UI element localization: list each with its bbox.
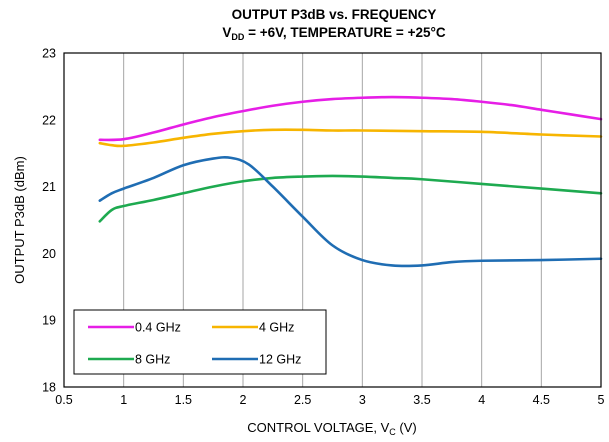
- y-tick-label: 21: [42, 180, 56, 194]
- x-tick-label: 1.5: [175, 393, 192, 407]
- legend-label-12-ghz: 12 GHz: [259, 353, 301, 367]
- y-tick-label: 23: [42, 47, 56, 61]
- chart-title: OUTPUT P3dB vs. FREQUENCY: [232, 7, 437, 22]
- y-tick-labels: 18 19 20 21 22 23: [42, 47, 56, 395]
- y-tick-label: 22: [42, 113, 56, 127]
- x-tick-label: 0.5: [55, 393, 72, 407]
- x-tick-label: 3: [359, 393, 366, 407]
- x-tick-label: 1: [120, 393, 127, 407]
- xlabel-subscript: C: [389, 427, 396, 437]
- x-tick-label: 4.5: [533, 393, 550, 407]
- legend-box: [73, 309, 327, 375]
- series-line-8-ghz: [98, 174, 603, 223]
- legend: 0.4 GHz 4 GHz 8 GHz 12 GHz: [73, 309, 327, 375]
- x-tick-label: 4: [478, 393, 485, 407]
- x-tick-label: 2.5: [294, 393, 311, 407]
- x-axis-label: CONTROL VOLTAGE, VC (V): [247, 420, 417, 437]
- xlabel-suffix: (V): [396, 420, 417, 435]
- series-layer: [98, 95, 603, 268]
- x-tick-label: 2: [240, 393, 247, 407]
- y-tick-label: 19: [42, 314, 56, 328]
- x-tick-label: 5: [598, 393, 605, 407]
- series-line-12-ghz: [98, 156, 603, 268]
- y-axis-label: OUTPUT P3dB (dBm): [12, 156, 27, 284]
- series-line-4-ghz: [98, 128, 603, 148]
- subtitle-suffix: = +6V, TEMPERATURE = +25°C: [244, 25, 445, 40]
- y-tick-label: 18: [42, 381, 56, 395]
- subtitle-prefix: V: [222, 25, 231, 40]
- subtitle-subscript: DD: [231, 32, 244, 42]
- series-line-0-4-ghz: [98, 95, 603, 142]
- x-tick-labels: 0.5 1 1.5 2 2.5 3 3.5 4 4.5 5: [55, 393, 604, 407]
- y-tick-label: 20: [42, 247, 56, 261]
- xlabel-prefix: CONTROL VOLTAGE, V: [247, 420, 389, 435]
- legend-label-8-ghz: 8 GHz: [135, 353, 170, 367]
- legend-label-4-ghz: 4 GHz: [259, 321, 294, 335]
- legend-label-0-4-ghz: 0.4 GHz: [135, 321, 181, 335]
- plot-frame: [63, 52, 602, 388]
- x-tick-label: 3.5: [413, 393, 430, 407]
- chart-subtitle: VDD = +6V, TEMPERATURE = +25°C: [222, 25, 445, 42]
